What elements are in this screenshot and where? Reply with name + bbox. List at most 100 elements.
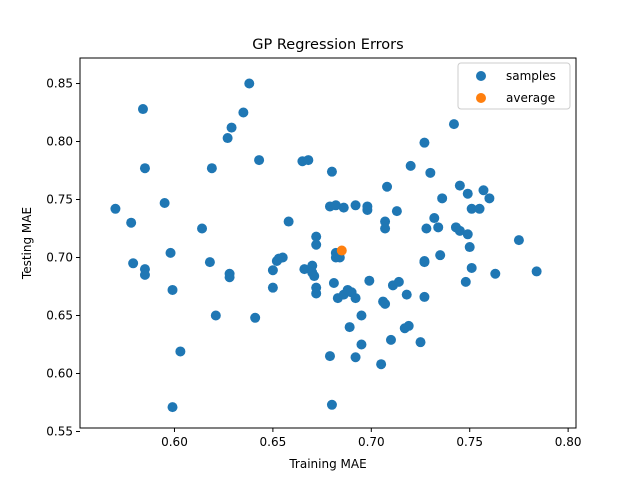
sample-point-85 [433,222,444,233]
x-axis-label: Training MAE [288,457,366,471]
sample-point-67 [380,216,391,227]
sample-point-2 [128,258,139,269]
sample-point-88 [448,119,459,130]
sample-point-83 [425,167,436,178]
legend-label-average: average [506,91,555,105]
sample-point-51 [338,202,349,213]
sample-point-1 [126,217,137,228]
sample-point-32 [303,155,314,166]
sample-point-77 [415,337,426,348]
sample-point-84 [429,213,440,224]
sample-point-15 [210,310,221,321]
y-tick-label: 0.80 [46,135,73,149]
sample-point-35 [309,271,320,282]
sample-point-66 [380,298,391,309]
sample-point-61 [362,201,373,212]
sample-point-92 [460,276,471,287]
sample-point-58 [356,310,367,321]
sample-point-3 [137,104,148,115]
y-axis-label: Testing MAE [20,207,34,280]
sample-point-12 [197,223,208,234]
sample-point-81 [419,291,430,302]
sample-point-10 [167,402,178,413]
sample-point-0 [110,203,121,214]
sample-point-47 [330,200,341,211]
sample-point-23 [254,155,265,166]
sample-point-102 [513,235,524,246]
sample-point-33 [307,260,318,271]
sample-point-7 [159,197,170,208]
x-tick-label: 0.65 [260,435,287,449]
plot-frame [79,57,577,429]
sample-point-94 [462,229,473,240]
sample-point-100 [484,193,495,204]
sample-point-42 [326,399,337,410]
y-tick-label: 0.55 [46,424,73,438]
sample-point-99 [478,185,489,196]
sample-point-75 [403,320,414,331]
sample-point-57 [350,352,361,363]
x-tick-label: 0.75 [456,435,483,449]
sample-point-78 [419,137,430,148]
sample-point-98 [474,203,485,214]
legend-marker-average [476,93,486,103]
sample-point-39 [311,239,322,250]
sample-point-13 [204,257,215,268]
sample-point-101 [490,268,501,279]
x-tick-label: 0.80 [555,435,582,449]
sample-point-96 [466,203,477,214]
y-tick-label: 0.85 [46,77,73,91]
legend-label-samples: samples [506,69,556,83]
sample-point-21 [244,78,255,89]
sample-point-20 [238,107,249,118]
points-layer [110,78,542,413]
sample-point-19 [226,122,237,133]
x-tick-label: 0.70 [358,435,385,449]
x-axis-ticks: 0.60 0.65 0.70 0.75 0.80 [161,428,581,449]
sample-point-11 [175,346,186,357]
legend-box [457,62,571,110]
sample-point-14 [206,163,217,174]
sample-point-40 [324,351,335,362]
sample-point-80 [419,257,430,268]
legend-marker-samples [476,71,486,81]
sample-point-43 [326,166,337,177]
sample-point-63 [376,359,387,370]
sample-point-72 [393,276,404,287]
average-point [336,245,347,256]
sample-point-91 [454,180,465,191]
y-tick-label: 0.75 [46,193,73,207]
sample-point-9 [167,284,178,295]
sample-point-86 [435,250,446,261]
sample-point-28 [277,252,288,263]
y-axis-ticks: 0.55 0.60 0.65 0.70 0.75 0.80 0.85 [46,77,80,438]
chart-title: GP Regression Errors [252,37,403,53]
sample-point-56 [350,200,361,211]
sample-point-29 [283,216,294,227]
sample-point-62 [364,275,375,286]
sample-point-55 [350,293,361,304]
sample-point-4 [139,163,150,174]
sample-point-16 [222,133,233,144]
sample-point-103 [531,266,542,277]
sample-point-44 [328,278,339,289]
sample-point-68 [382,181,393,192]
sample-point-6 [139,269,150,280]
sample-point-22 [250,312,261,323]
y-tick-label: 0.65 [46,308,73,322]
sample-point-31 [299,264,310,275]
sample-point-69 [385,334,396,345]
sample-point-90 [454,225,465,236]
sample-point-76 [405,160,416,171]
x-tick-label: 0.60 [161,435,188,449]
sample-point-87 [437,193,448,204]
sample-point-74 [401,289,412,300]
legend: samples average [457,62,571,110]
sample-point-97 [466,262,477,273]
sample-point-53 [344,322,355,333]
sample-point-82 [421,223,432,234]
y-tick-label: 0.60 [46,366,73,380]
sample-point-65 [380,223,391,234]
sample-point-59 [356,339,367,350]
y-tick-label: 0.70 [46,250,73,264]
